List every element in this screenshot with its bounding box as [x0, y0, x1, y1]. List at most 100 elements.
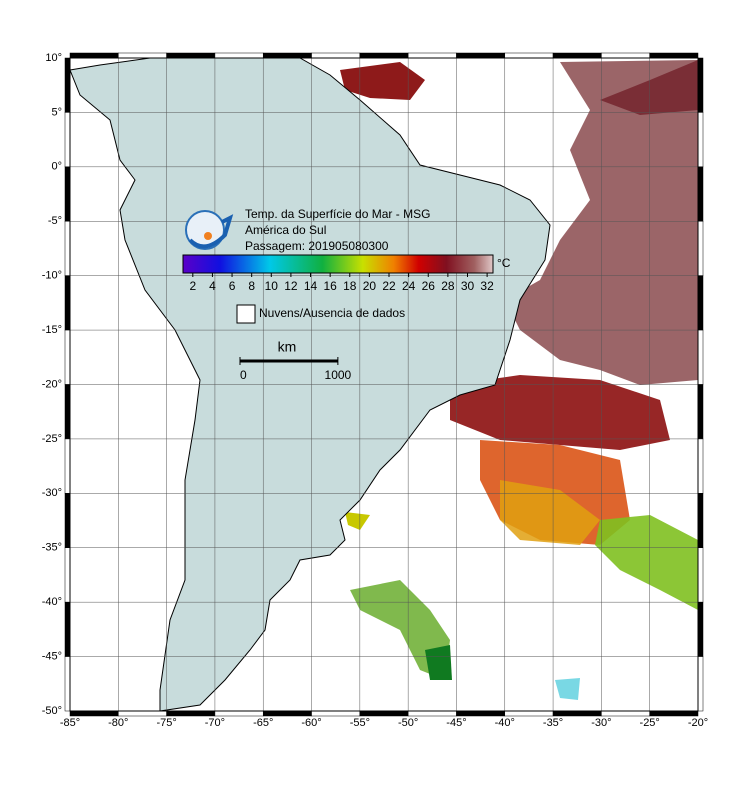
frame-segment — [64, 384, 71, 440]
frame-segment — [504, 52, 554, 59]
y-tick-label: -15° — [42, 324, 62, 336]
frame-segment — [407, 710, 457, 717]
frame-segment — [601, 52, 650, 59]
colorbar-tick-label: 22 — [382, 279, 396, 293]
scale-label: 0 — [240, 368, 247, 382]
colorbar-tick-label: 14 — [304, 279, 318, 293]
colorbar-tick-label: 18 — [343, 279, 357, 293]
frame-segment — [649, 52, 699, 59]
frame-segment — [118, 52, 167, 59]
frame-segment — [697, 275, 704, 331]
x-tick-label: -45° — [446, 717, 466, 729]
frame-segment — [69, 710, 119, 717]
colorbar-tick-label: 16 — [323, 279, 337, 293]
frame-segment — [64, 57, 71, 113]
frame-segment — [697, 221, 704, 276]
title-line: Temp. da Superfície do Mar - MSG — [245, 207, 430, 221]
x-tick-label: -60° — [301, 717, 321, 729]
frame-segment — [697, 438, 704, 494]
x-tick-label: -85° — [60, 717, 80, 729]
frame-segment — [69, 52, 119, 59]
map-border — [69, 57, 699, 712]
frame-segment — [64, 493, 71, 549]
frame-segment — [407, 52, 457, 59]
colorbar-tick-label: 2 — [189, 279, 196, 293]
frame-segment — [64, 438, 71, 494]
colorbar-tick-label: 10 — [265, 279, 279, 293]
frame-segment — [697, 384, 704, 440]
x-tick-label: -30° — [591, 717, 611, 729]
frame-segment — [64, 601, 71, 657]
frame-segment — [552, 710, 602, 717]
colorbar-tick-label: 30 — [461, 279, 475, 293]
x-tick-label: -65° — [253, 717, 273, 729]
frame-segment — [64, 221, 71, 276]
y-tick-label: -25° — [42, 433, 62, 445]
frame-segment — [262, 710, 312, 717]
frame-segment — [552, 52, 602, 59]
x-tick-label: -40° — [495, 717, 515, 729]
frame-segment — [456, 710, 506, 717]
colorbar-tick-label: 6 — [229, 279, 236, 293]
frame-segment — [64, 112, 71, 168]
x-tick-label: -75° — [156, 717, 176, 729]
legend-swatch — [236, 304, 256, 324]
colorbar-tick-label: 28 — [441, 279, 455, 293]
colorbar-tick-label: 8 — [248, 279, 255, 293]
y-tick-label: 10° — [45, 52, 62, 64]
inpe-logo — [185, 210, 234, 250]
y-tick-label: 0° — [51, 161, 62, 173]
frame-segment — [697, 601, 704, 657]
frame-segment — [359, 710, 409, 717]
frame-segment — [697, 112, 704, 168]
colorbar-tick-label: 4 — [209, 279, 216, 293]
frame-segment — [64, 275, 71, 331]
frame-segment — [214, 52, 264, 59]
y-tick-label: 5° — [51, 106, 62, 118]
y-tick-label: -20° — [42, 378, 62, 390]
y-tick-label: -35° — [42, 542, 62, 554]
y-tick-label: -45° — [42, 650, 62, 662]
frame-segment — [456, 52, 506, 59]
x-tick-label: -50° — [398, 717, 418, 729]
scale-label: 1000 — [325, 368, 352, 382]
frame-segment — [601, 710, 650, 717]
frame-segment — [64, 656, 71, 712]
frame-segment — [64, 329, 71, 385]
x-tick-label: -25° — [640, 717, 660, 729]
y-tick-label: -5° — [48, 215, 62, 227]
colorbar — [182, 254, 494, 274]
frame-segment — [64, 547, 71, 603]
x-tick-label: -55° — [350, 717, 370, 729]
colorbar-tick-label: 26 — [422, 279, 436, 293]
frame-segment — [118, 710, 167, 717]
x-tick-label: -70° — [205, 717, 225, 729]
frame-segment — [262, 52, 312, 59]
title-line: Passagem: 201905080300 — [245, 239, 389, 253]
x-tick-label: -80° — [108, 717, 128, 729]
colorbar-tick-label: 12 — [284, 279, 298, 293]
y-tick-label: -10° — [42, 270, 62, 282]
y-tick-label: -30° — [42, 487, 62, 499]
x-tick-label: -20° — [688, 717, 708, 729]
frame-segment — [649, 710, 699, 717]
frame-segment — [166, 710, 216, 717]
y-tick-label: -50° — [42, 705, 62, 717]
frame-segment — [697, 547, 704, 603]
title-line: América do Sul — [245, 223, 326, 237]
colorbar-tick-label: 24 — [402, 279, 416, 293]
frame-segment — [697, 166, 704, 222]
scale-unit: km — [278, 339, 297, 355]
frame-segment — [311, 52, 361, 59]
frame-segment — [166, 52, 216, 59]
frame-segment — [311, 710, 361, 717]
colorbar-unit: °C — [497, 256, 511, 270]
frame-segment — [697, 493, 704, 549]
frame-segment — [504, 710, 554, 717]
x-tick-label: -35° — [543, 717, 563, 729]
frame-segment — [64, 166, 71, 222]
colorbar-tick-label: 32 — [480, 279, 494, 293]
frame-segment — [697, 57, 704, 113]
frame-segment — [359, 52, 409, 59]
